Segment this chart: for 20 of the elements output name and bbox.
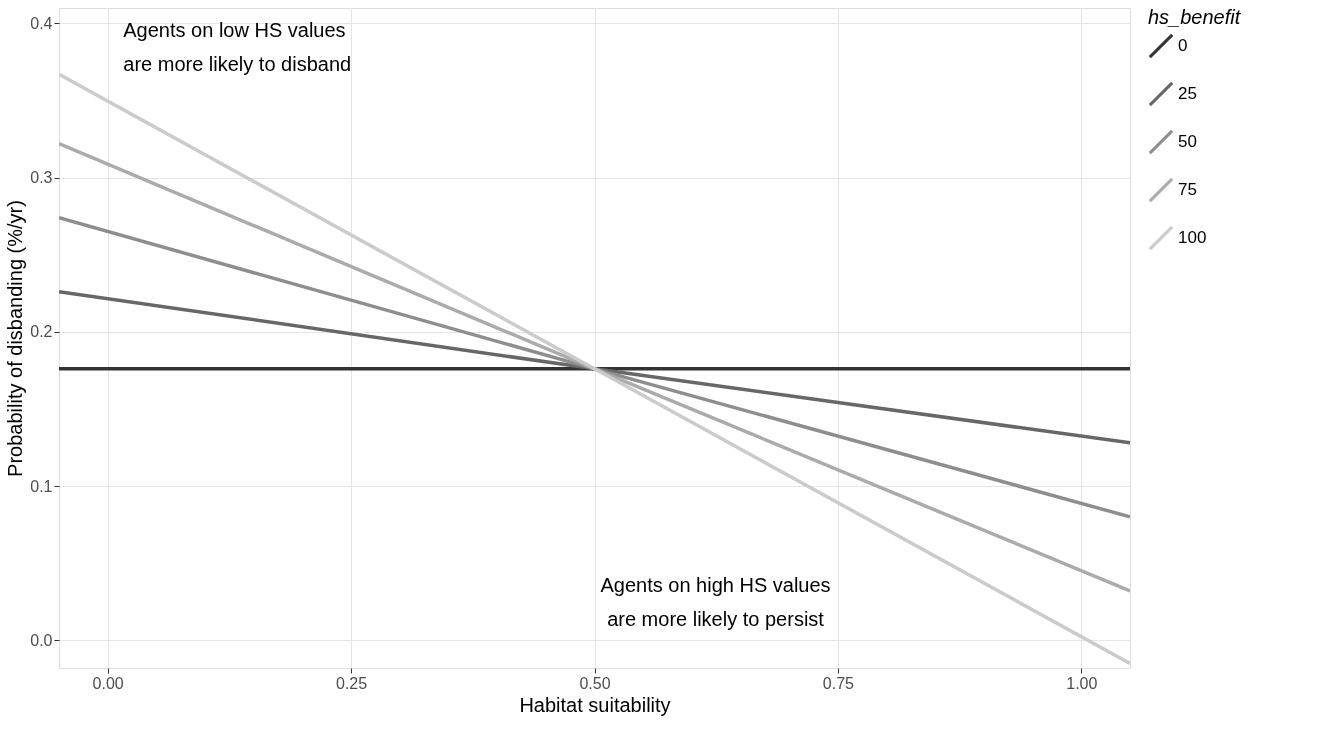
legend-label: 50 [1178,132,1197,151]
legend-label: 100 [1178,228,1207,247]
x-tick-label: 1.00 [1066,674,1098,692]
x-tick-label: 0.50 [579,674,611,692]
x-axis-title: Habitat suitability [519,693,671,716]
legend-label: 25 [1178,84,1197,103]
y-tick-label: 0.4 [30,14,53,32]
y-tick-label: 0.2 [30,323,53,341]
x-tick-label: 0.75 [822,674,855,692]
y-tick-label: 0.0 [30,631,53,649]
y-tick-label: 0.1 [30,477,53,495]
y-tick-label: 0.3 [30,169,53,187]
annotation: Agents on low HS values are more likely to disband [123,19,352,76]
y-axis-title: Probability of disbanding (%/yr) [4,200,27,477]
legend-label: 0 [1178,36,1188,55]
legend-label: 75 [1178,180,1197,199]
x-tick-label: 0.25 [336,674,368,692]
legend-title: hs_benefit [1148,6,1242,28]
annotation: Agents on high HS values are more likely to persist [600,574,831,630]
x-tick-label: 0.00 [92,674,124,692]
